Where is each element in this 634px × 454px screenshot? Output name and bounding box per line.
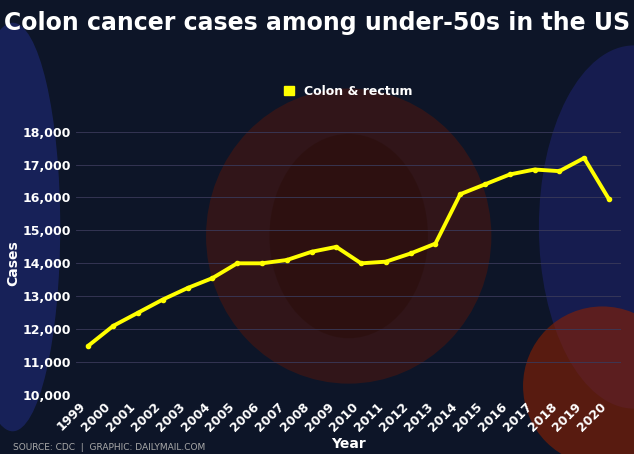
X-axis label: Year: Year <box>332 437 366 450</box>
Text: SOURCE: CDC  |  GRAPHIC: DAILYMAIL.COM: SOURCE: CDC | GRAPHIC: DAILYMAIL.COM <box>13 443 205 452</box>
Ellipse shape <box>206 89 491 384</box>
Legend: Colon & rectum: Colon & rectum <box>280 80 418 103</box>
Ellipse shape <box>0 23 60 431</box>
Ellipse shape <box>539 45 634 409</box>
Text: Colon cancer cases among under-50s in the US: Colon cancer cases among under-50s in th… <box>4 11 630 35</box>
Ellipse shape <box>269 134 428 338</box>
Y-axis label: Cases: Cases <box>6 241 20 286</box>
Ellipse shape <box>523 306 634 454</box>
